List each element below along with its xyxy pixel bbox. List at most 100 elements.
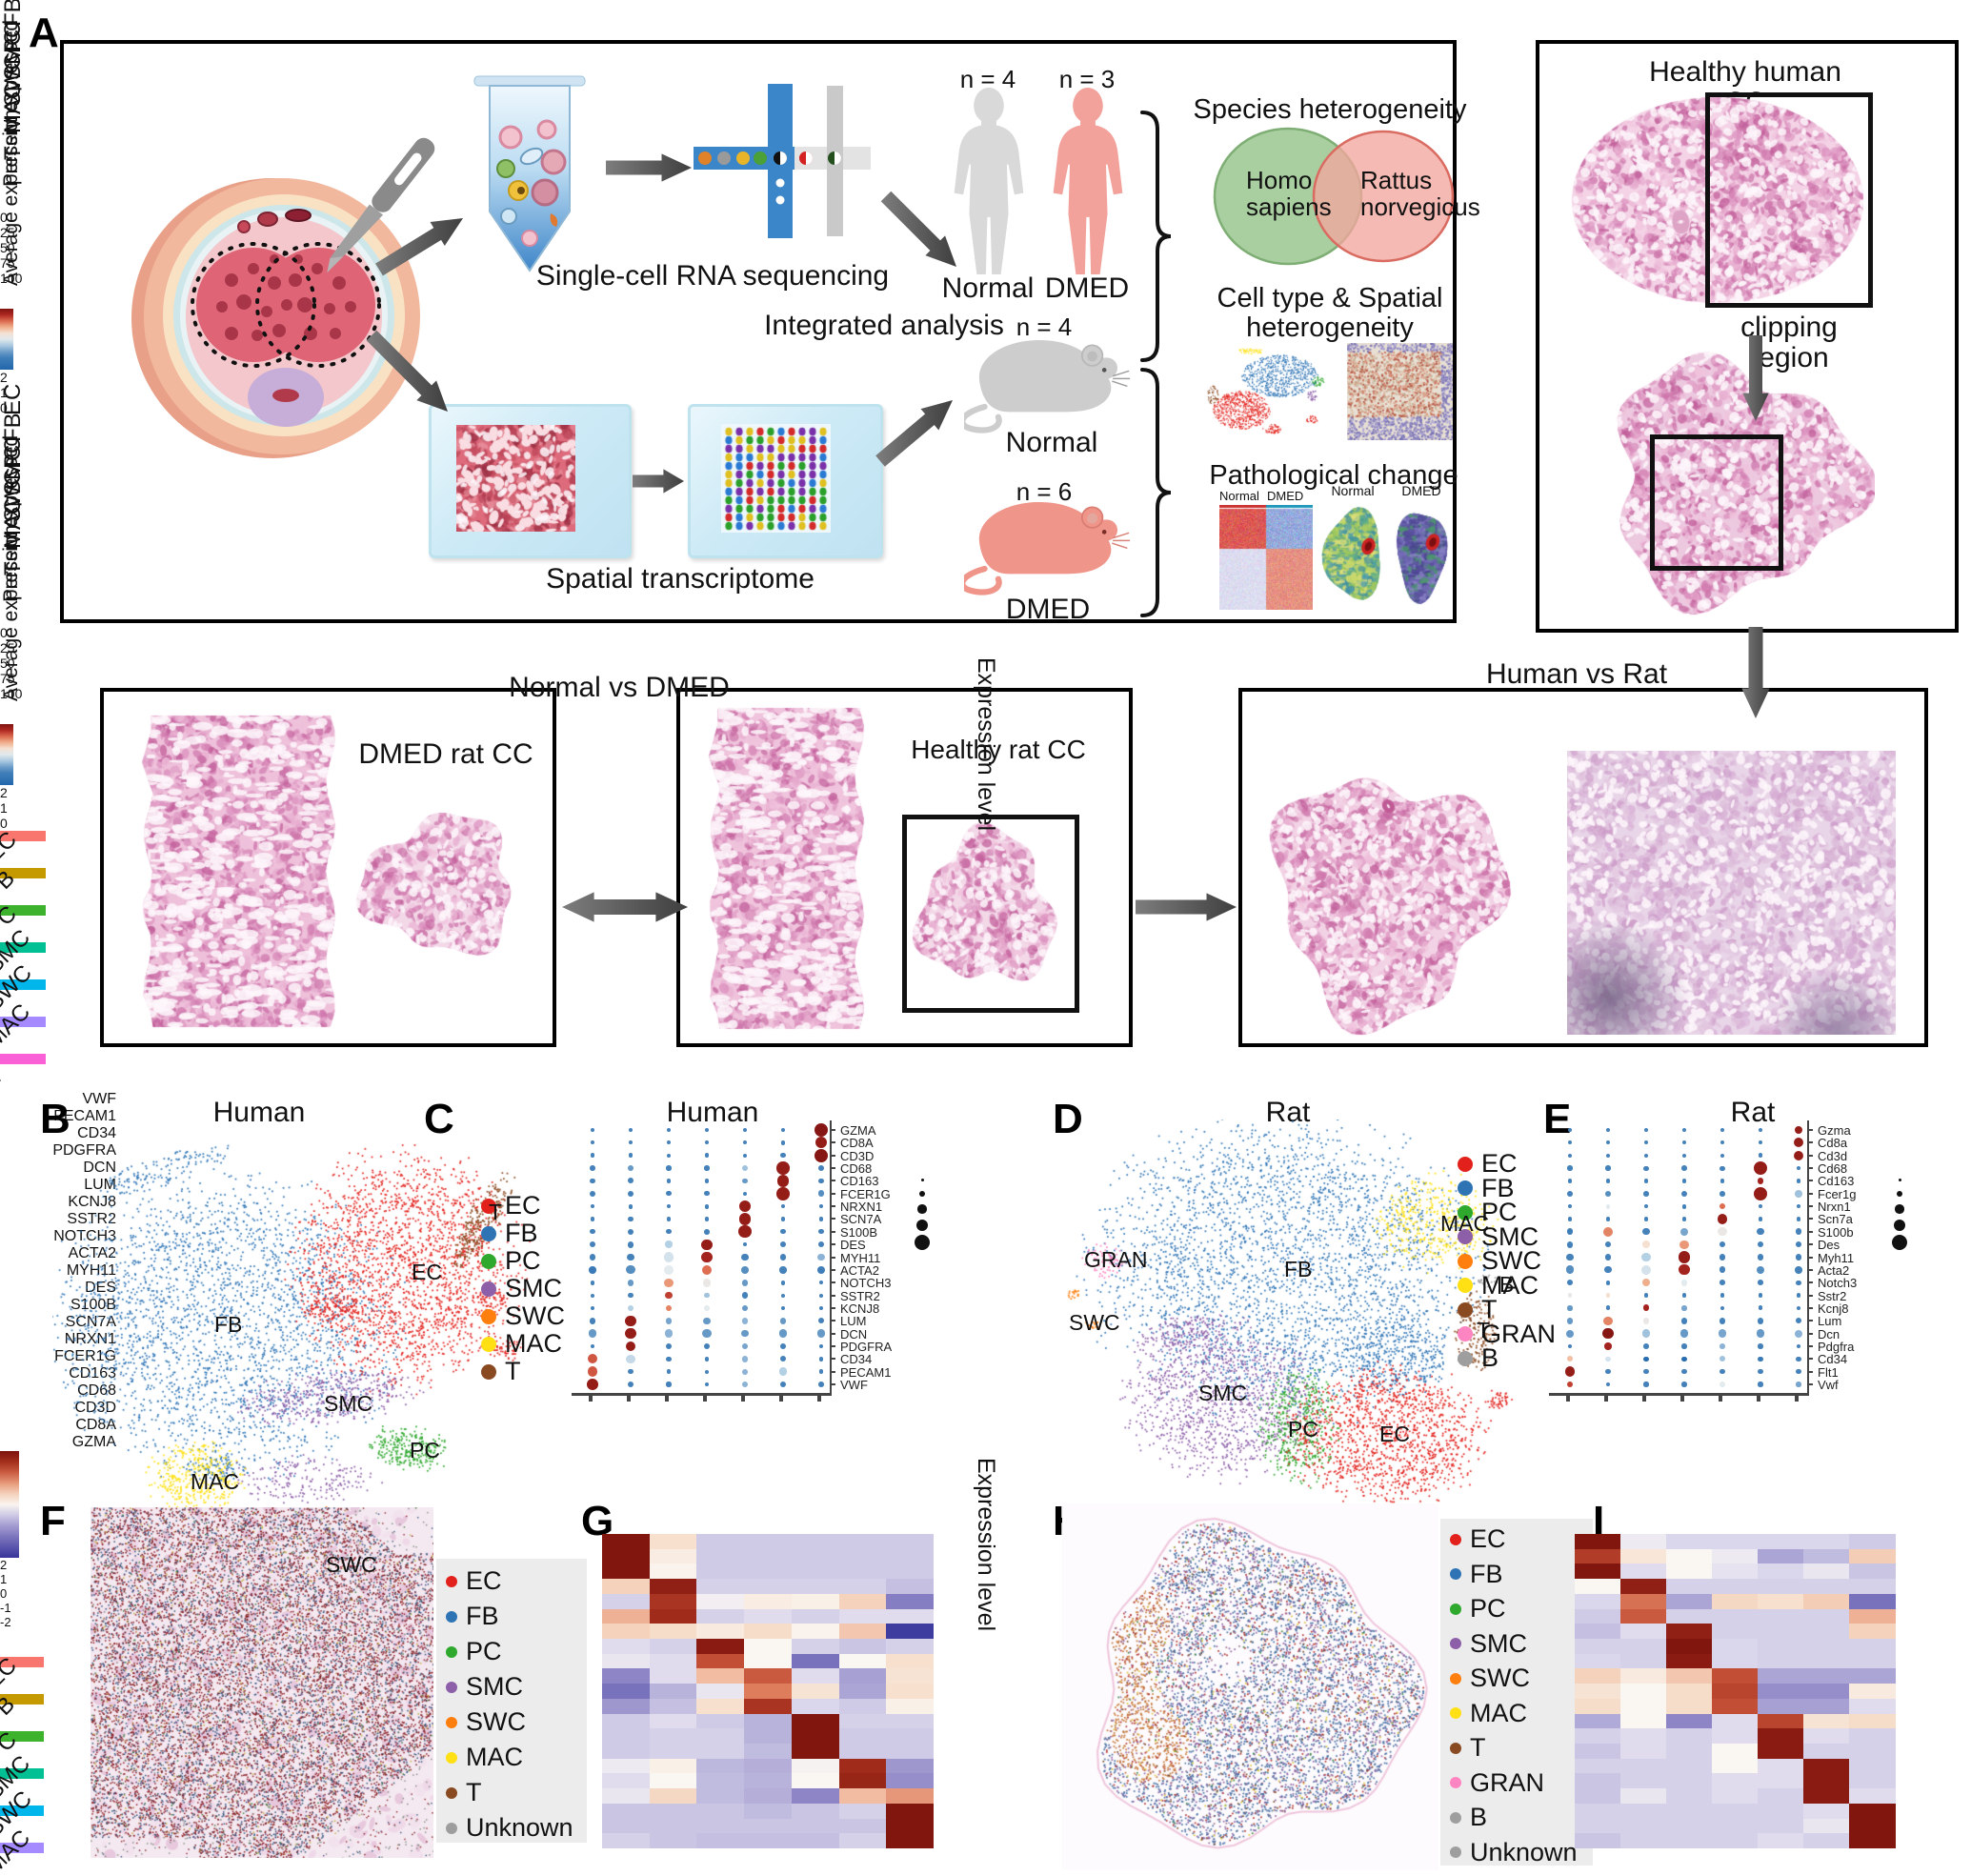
panel-c-dot: [627, 1241, 634, 1248]
panel-i-cell: [1849, 1713, 1896, 1729]
panel-e-dot: [1720, 1382, 1725, 1387]
panel-e-dot: [1719, 1356, 1726, 1362]
panel-i-cell: [1803, 1579, 1850, 1595]
panel-e-gene-label: S100b: [1818, 1224, 1854, 1240]
panel-c-dot: [665, 1304, 673, 1312]
panel-d-legend-item-ec: EC: [1458, 1149, 1518, 1179]
panel-c-dot: [587, 1354, 598, 1364]
panel-i-cell: [1712, 1579, 1759, 1595]
panel-i-cell: [1849, 1548, 1896, 1564]
panel-c-dot: [741, 1304, 749, 1312]
panel-e-dot: [1758, 1343, 1763, 1349]
panel-c-pct-legend-dot: [918, 1190, 926, 1198]
panel-c-dot: [590, 1178, 595, 1183]
panel-g-colorbar-tick: 2: [0, 1558, 8, 1572]
panel-g-cell: [602, 1788, 651, 1805]
panel-e-dot: [1642, 1304, 1650, 1312]
panel-h-legend-label: FB: [1470, 1559, 1503, 1588]
panel-c-dot: [628, 1293, 634, 1299]
panel-i-cell: [1575, 1788, 1621, 1805]
arrow-array-to-rat: [875, 400, 953, 467]
panel-e-dot: [1565, 1265, 1575, 1275]
panel-i-cell: [1758, 1698, 1804, 1715]
panel-i-cell: [1666, 1728, 1713, 1745]
panel-g-cell: [886, 1698, 935, 1715]
panel-i-cell: [1758, 1833, 1804, 1849]
panel-c-gene-tick: [830, 1129, 835, 1131]
panel-e-dot: [1757, 1254, 1764, 1261]
panel-i-cell: [1712, 1608, 1759, 1624]
panel-label-a: A: [29, 10, 59, 56]
panel-i-cell: [1575, 1713, 1621, 1729]
panel-g-cell: [649, 1563, 697, 1580]
panel-f-legend-item-mac: MAC: [446, 1743, 523, 1772]
panel-i-cell: [1575, 1758, 1621, 1774]
panel-c-dot: [814, 1122, 829, 1138]
panel-f-legend-label: SWC: [466, 1707, 526, 1736]
panel-h-legend-label: SWC: [1470, 1664, 1530, 1692]
panel-c-dot: [590, 1343, 595, 1349]
panel-e-dot: [1641, 1241, 1651, 1249]
panel-g-cell: [744, 1668, 793, 1684]
panel-i-cell: [1666, 1803, 1713, 1820]
panel-i-cell: [1803, 1608, 1850, 1624]
panel-e-gene-tick: [1807, 1154, 1813, 1157]
panel-i-cell: [1712, 1548, 1759, 1564]
panel-c-dot: [702, 1328, 712, 1339]
panel-c-axis-right: [830, 1120, 832, 1393]
panel-c-dot: [704, 1203, 710, 1209]
panel-g-cell: [649, 1788, 697, 1805]
panel-c-dot: [627, 1190, 634, 1197]
panel-g-cell: [791, 1624, 840, 1640]
panel-c-gene-tick: [830, 1230, 835, 1233]
panel-g-cell: [696, 1728, 745, 1745]
panel-e-dot: [1796, 1165, 1801, 1171]
rat-cc-cross-histology-large: [1256, 753, 1518, 1037]
panel-c-dot: [628, 1153, 634, 1158]
panel-d-legend-dot-ec: [1458, 1156, 1473, 1172]
panel-e-dot: [1567, 1293, 1573, 1298]
panel-c-gene-label: CD68: [840, 1161, 873, 1177]
tsne-cluster-label: T: [1477, 1318, 1491, 1342]
panel-g-cell: [886, 1653, 935, 1669]
panel-c-dot: [778, 1329, 788, 1339]
panel-g-cell: [838, 1684, 887, 1700]
panel-i-cell: [1620, 1608, 1667, 1624]
spot-array-texture: [721, 424, 831, 533]
panel-g-cell: [744, 1579, 793, 1595]
panel-e-gene-label: Vwf: [1818, 1378, 1839, 1392]
panel-i-cell: [1712, 1744, 1759, 1760]
panel-d-legend-dot-mac: [1458, 1278, 1473, 1293]
panel-c-gene-tick: [830, 1167, 835, 1170]
panel-e-dot: [1720, 1127, 1724, 1132]
panel-e-dot: [1681, 1165, 1687, 1171]
panel-g-cell: [696, 1803, 745, 1820]
panel-i-cell: [1803, 1639, 1850, 1655]
panel-e-dot: [1643, 1127, 1648, 1132]
panel-e-dot: [1719, 1254, 1726, 1261]
panel-e-dot: [1642, 1279, 1650, 1287]
panel-b-legend-dot-swc: [481, 1308, 496, 1324]
panel-h-legend-dot-ec: [1450, 1533, 1461, 1545]
panel-e-dot: [1567, 1280, 1573, 1286]
panel-c-dot: [780, 1293, 785, 1298]
panel-i-cell: [1803, 1668, 1850, 1684]
panel-g-cell: [649, 1593, 697, 1610]
panel-g-cell: [696, 1698, 745, 1715]
panel-i-cell: [1758, 1548, 1804, 1564]
panel-g-col-strip-swc: [0, 979, 46, 990]
panel-g-cell: [791, 1758, 840, 1774]
panel-g-cell: [838, 1773, 887, 1789]
panel-c-dot: [701, 1251, 713, 1263]
tsne-cluster-label: MAC: [1440, 1211, 1490, 1236]
panel-c-gene-tick: [830, 1141, 835, 1144]
panel-e-gene-tick: [1807, 1268, 1813, 1271]
panel-g-cell: [791, 1548, 840, 1564]
panel-g-cell: [696, 1744, 745, 1760]
panel-e-dot: [1679, 1227, 1689, 1236]
panel-g-cell: [696, 1668, 745, 1684]
panel-c-dot: [666, 1217, 672, 1221]
panel-h-legend-item-mac: MAC: [1450, 1699, 1527, 1728]
panel-c-title: Human: [666, 1097, 759, 1128]
panel-i-cell: [1620, 1803, 1667, 1820]
